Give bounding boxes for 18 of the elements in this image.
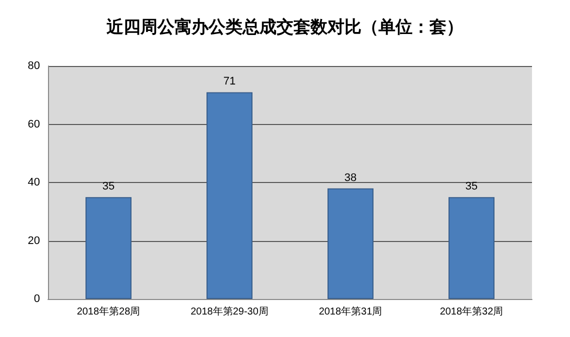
bar xyxy=(206,92,252,299)
y-tick-label: 20 xyxy=(28,234,40,247)
y-tick-label: 60 xyxy=(28,118,40,130)
y-tick-label: 40 xyxy=(28,176,40,188)
bar xyxy=(86,197,132,299)
x-tick-label: 2018年第32周 xyxy=(440,306,504,318)
x-tick-label: 2018年第28周 xyxy=(76,306,140,318)
data-label: 38 xyxy=(344,172,357,184)
bar xyxy=(448,197,494,299)
data-label: 71 xyxy=(223,76,236,88)
data-label: 35 xyxy=(102,180,115,193)
x-tick-label: 2018年第31周 xyxy=(318,306,382,318)
y-tick-label: 80 xyxy=(28,60,40,72)
x-tick-label: 2018年第29-30周 xyxy=(190,306,268,318)
bar xyxy=(328,188,374,299)
chart-title: 近四周公寓办公类总成交套数对比（单位：套） xyxy=(106,18,464,38)
y-tick-label: 0 xyxy=(34,293,40,305)
data-label: 35 xyxy=(465,180,478,193)
